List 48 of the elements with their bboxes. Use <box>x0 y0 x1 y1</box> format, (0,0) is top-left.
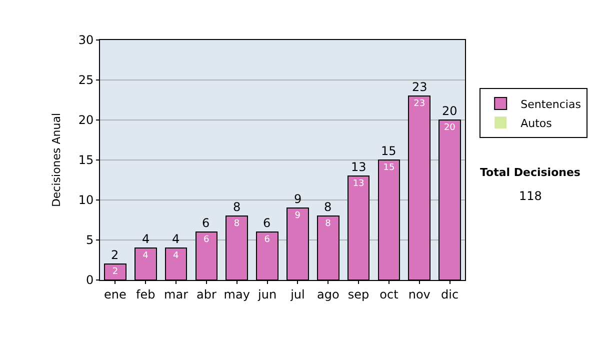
x-tick-label: sep <box>348 287 370 302</box>
legend-label: Autos <box>520 116 552 130</box>
y-tick-label: 10 <box>78 193 94 208</box>
total-label: 4 <box>142 232 150 246</box>
y-tick-label: 20 <box>78 113 94 128</box>
x-tick-label: abr <box>196 287 216 302</box>
data-label: 13 <box>352 179 364 189</box>
data-label: 9 <box>294 211 301 221</box>
x-tick-label: ago <box>316 287 340 302</box>
y-tick-label: 0 <box>86 273 94 288</box>
x-tick-label: dic <box>441 287 459 302</box>
total-label: 4 <box>172 232 180 246</box>
total-label: 13 <box>351 160 366 174</box>
data-label: 8 <box>234 219 240 229</box>
data-label: 4 <box>142 251 149 261</box>
x-tick-label: oct <box>380 287 399 302</box>
text: Total Decisiones <box>480 166 581 179</box>
y-tick-label: 15 <box>78 153 94 168</box>
data-label: 2 <box>112 267 118 277</box>
data-label: 8 <box>325 219 332 229</box>
data-label: 23 <box>414 99 426 109</box>
total-label: 8 <box>324 200 332 214</box>
text: 118 <box>519 189 542 203</box>
x-tick-label: feb <box>136 287 156 302</box>
data-label: 20 <box>444 123 456 133</box>
data-label: 15 <box>383 163 395 173</box>
x-tick-label: mar <box>164 287 188 302</box>
y-tick-label: 5 <box>86 233 94 248</box>
total-label: 8 <box>233 200 241 214</box>
data-label: 6 <box>264 235 270 245</box>
total-label: 6 <box>263 216 271 230</box>
total-label: 23 <box>412 80 428 94</box>
total-label: 9 <box>294 192 302 206</box>
x-tick-label: jun <box>257 287 277 302</box>
legend-label: Sentencias <box>520 98 582 111</box>
x-tick-label: nov <box>408 287 430 302</box>
data-label: 4 <box>173 251 180 261</box>
y-tick-label: 30 <box>78 33 94 48</box>
data-label: 6 <box>203 235 210 245</box>
total-label: 2 <box>111 248 119 262</box>
total-label: 6 <box>202 216 210 230</box>
total-label: 15 <box>381 144 396 158</box>
x-tick-label: ene <box>104 287 126 302</box>
x-tick-label: jul <box>290 287 305 302</box>
y-tick-label: 25 <box>78 73 94 88</box>
x-tick-label: may <box>224 287 250 302</box>
total-label: 20 <box>442 104 458 118</box>
y-axis-title: Decisiones Anual <box>50 112 63 208</box>
